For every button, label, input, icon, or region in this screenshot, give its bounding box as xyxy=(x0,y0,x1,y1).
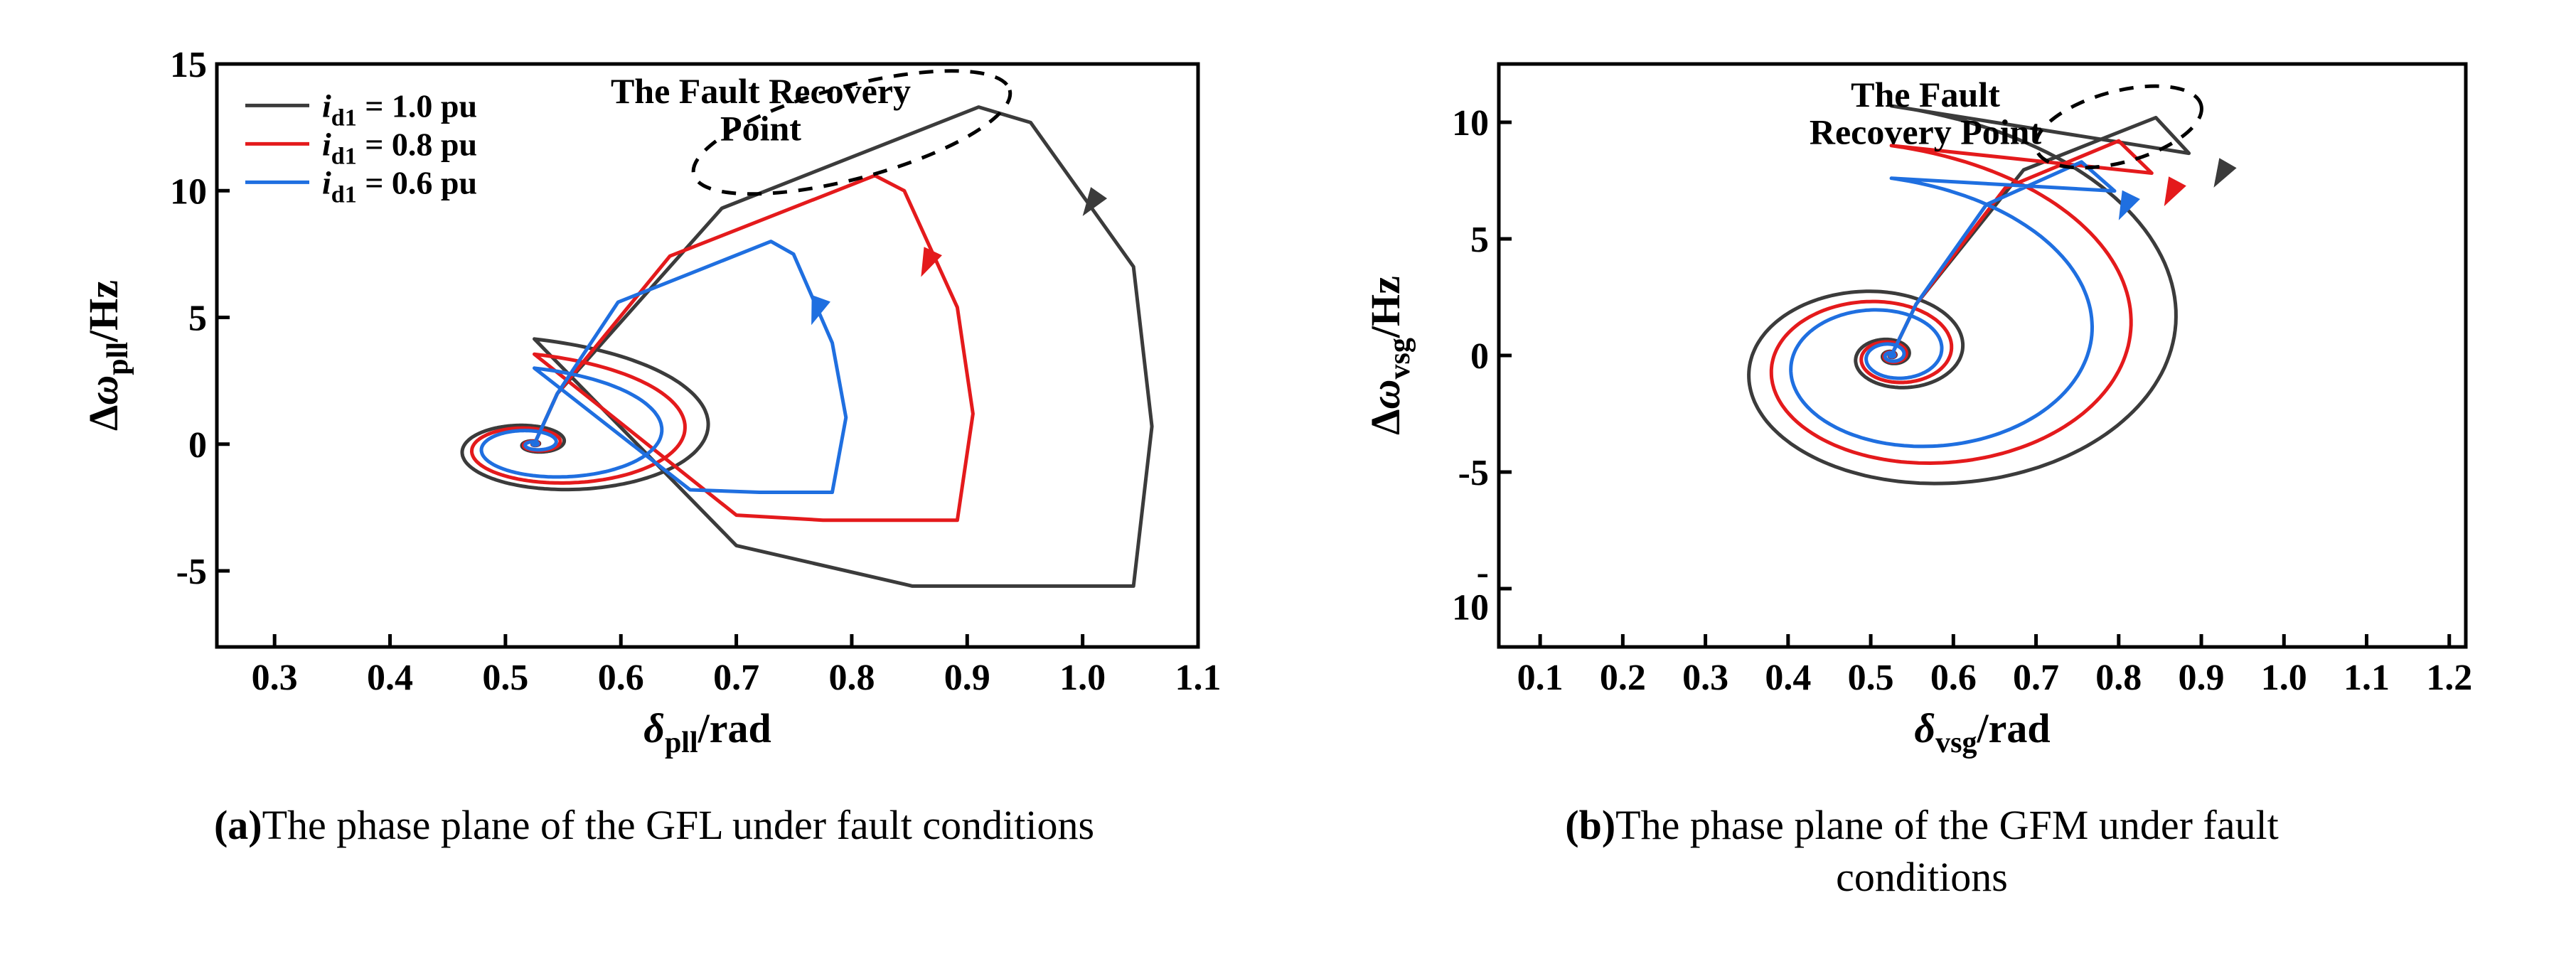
svg-text:Δωvsg/Hz: Δωvsg/Hz xyxy=(1362,276,1416,435)
svg-text:5: 5 xyxy=(188,299,207,339)
caption-right: (b)The phase plane of the GFM under faul… xyxy=(1565,800,2278,903)
svg-text:id1 = 1.0 pu: id1 = 1.0 pu xyxy=(322,88,477,132)
svg-text:0.9: 0.9 xyxy=(2179,658,2225,698)
panel-left: 0.3 0.4 0.5 0.6 0.7 0.8 0.9 1.0 1.1 -5 0 5 10 15 δpll/… xyxy=(43,28,1266,852)
svg-text:0: 0 xyxy=(188,425,207,466)
svg-text:0.8: 0.8 xyxy=(828,658,875,698)
svg-text:0.5: 0.5 xyxy=(1848,658,1894,698)
caption-right-text: The phase plane of the GFM under fault xyxy=(1615,802,2279,848)
svg-text:id1 = 0.8 pu: id1 = 0.8 pu xyxy=(322,127,477,170)
caption-right-tag: (b) xyxy=(1565,802,1615,848)
svg-text:1.0: 1.0 xyxy=(2261,658,2307,698)
svg-text:0.9: 0.9 xyxy=(944,658,990,698)
svg-text:0.3: 0.3 xyxy=(252,658,298,698)
svg-text:1.2: 1.2 xyxy=(2426,658,2472,698)
svg-text:-5: -5 xyxy=(1458,453,1489,493)
svg-text:0: 0 xyxy=(1470,336,1489,377)
svg-text:δvsg/rad: δvsg/rad xyxy=(1914,705,2050,759)
panel-right: 0.1 0.2 0.3 0.4 0.5 0.6 0.7 0.8 0.9 1.0 1.1 1.2 -10 -… xyxy=(1310,28,2533,903)
svg-text:0.8: 0.8 xyxy=(2095,658,2142,698)
chart-right-svg: 0.1 0.2 0.3 0.4 0.5 0.6 0.7 0.8 0.9 1.0 1.1 1.2 -10 -… xyxy=(1335,28,2508,768)
svg-text:0.7: 0.7 xyxy=(713,658,759,698)
svg-text:15: 15 xyxy=(170,45,207,85)
svg-text:5: 5 xyxy=(1470,220,1489,260)
chart-left-holder: 0.3 0.4 0.5 0.6 0.7 0.8 0.9 1.0 1.1 -5 0 5 10 15 δpll/… xyxy=(68,28,1241,771)
caption-left-tag: (a) xyxy=(214,802,262,848)
svg-text:0.3: 0.3 xyxy=(1682,658,1728,698)
svg-text:-10: -10 xyxy=(1452,552,1489,628)
chart-left-svg: 0.3 0.4 0.5 0.6 0.7 0.8 0.9 1.0 1.1 -5 0 5 10 15 δpll/… xyxy=(68,28,1241,768)
svg-text:0.1: 0.1 xyxy=(1517,658,1564,698)
caption-left-text: The phase plane of the GFL under fault c… xyxy=(262,802,1094,848)
svg-text:-5: -5 xyxy=(176,552,207,592)
svg-text:10: 10 xyxy=(1452,103,1489,144)
svg-text:The FaultRecovery Point: The FaultRecovery Point xyxy=(1810,75,2042,152)
svg-text:0.6: 0.6 xyxy=(1930,658,1977,698)
caption-right-text2: conditions xyxy=(1565,852,2278,904)
svg-text:1.0: 1.0 xyxy=(1059,658,1106,698)
svg-text:Δωpll/Hz: Δωpll/Hz xyxy=(80,280,134,431)
svg-text:0.7: 0.7 xyxy=(2013,658,2059,698)
svg-text:The Fault RecoveryPoint: The Fault RecoveryPoint xyxy=(611,71,911,149)
svg-text:0.4: 0.4 xyxy=(367,658,413,698)
svg-text:1.1: 1.1 xyxy=(1175,658,1222,698)
svg-text:10: 10 xyxy=(170,171,207,212)
figure-wrap: 0.3 0.4 0.5 0.6 0.7 0.8 0.9 1.0 1.1 -5 0 5 10 15 δpll/… xyxy=(0,0,2576,917)
svg-text:1.1: 1.1 xyxy=(2343,658,2390,698)
chart-right-holder: 0.1 0.2 0.3 0.4 0.5 0.6 0.7 0.8 0.9 1.0 1.1 1.2 -10 -… xyxy=(1335,28,2508,771)
svg-text:0.2: 0.2 xyxy=(1600,658,1646,698)
svg-text:0.5: 0.5 xyxy=(482,658,528,698)
svg-text:0.4: 0.4 xyxy=(1765,658,1811,698)
svg-text:δpll/rad: δpll/rad xyxy=(643,705,771,759)
svg-text:0.6: 0.6 xyxy=(598,658,644,698)
svg-text:id1 = 0.6 pu: id1 = 0.6 pu xyxy=(322,165,477,208)
caption-left: (a)The phase plane of the GFL under faul… xyxy=(214,800,1094,852)
